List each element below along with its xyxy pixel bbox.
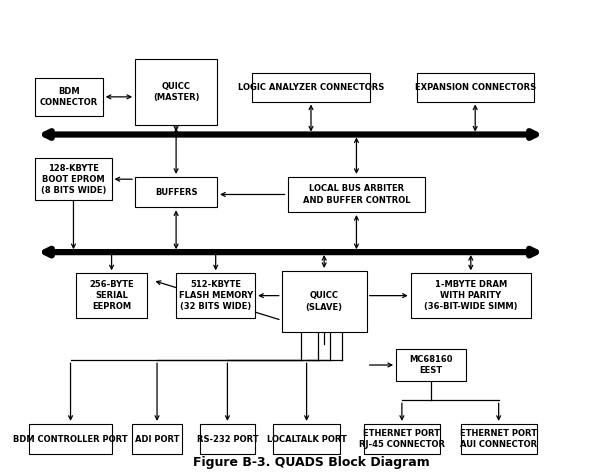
FancyBboxPatch shape <box>364 424 440 455</box>
FancyBboxPatch shape <box>396 348 466 381</box>
Text: QUICC
(SLAVE): QUICC (SLAVE) <box>306 291 343 312</box>
FancyBboxPatch shape <box>253 73 370 101</box>
Text: LOCALTALK PORT: LOCALTALK PORT <box>266 435 347 444</box>
FancyBboxPatch shape <box>30 424 112 455</box>
Text: BDM
CONNECTOR: BDM CONNECTOR <box>40 87 98 107</box>
Text: Figure B-3. QUADS Block Diagram: Figure B-3. QUADS Block Diagram <box>192 456 429 469</box>
FancyBboxPatch shape <box>461 424 537 455</box>
FancyBboxPatch shape <box>76 273 147 318</box>
Text: 128-KBYTE
BOOT EPROM
(8 BITS WIDE): 128-KBYTE BOOT EPROM (8 BITS WIDE) <box>41 164 106 195</box>
Text: BUFFERS: BUFFERS <box>155 188 197 197</box>
Text: 256-BYTE
SERIAL
EEPROM: 256-BYTE SERIAL EEPROM <box>89 280 134 311</box>
FancyBboxPatch shape <box>135 59 217 125</box>
FancyBboxPatch shape <box>176 273 256 318</box>
Text: ADI PORT: ADI PORT <box>135 435 179 444</box>
FancyBboxPatch shape <box>132 424 182 455</box>
Text: MC68160
EEST: MC68160 EEST <box>410 355 453 375</box>
FancyBboxPatch shape <box>273 424 341 455</box>
FancyBboxPatch shape <box>135 177 217 208</box>
FancyBboxPatch shape <box>200 424 256 455</box>
FancyBboxPatch shape <box>288 177 426 212</box>
FancyBboxPatch shape <box>282 271 367 332</box>
Text: BDM CONTROLLER PORT: BDM CONTROLLER PORT <box>13 435 128 444</box>
Text: 1-MBYTE DRAM
WITH PARITY
(36-BIT-WIDE SIMM): 1-MBYTE DRAM WITH PARITY (36-BIT-WIDE SI… <box>424 280 518 311</box>
Text: RS-232 PORT: RS-232 PORT <box>197 435 258 444</box>
Text: 512-KBYTE
FLASH MEMORY
(32 BITS WIDE): 512-KBYTE FLASH MEMORY (32 BITS WIDE) <box>178 280 253 311</box>
Text: LOCAL BUS ARBITER
AND BUFFER CONTROL: LOCAL BUS ARBITER AND BUFFER CONTROL <box>303 184 410 205</box>
Text: QUICC
(MASTER): QUICC (MASTER) <box>153 82 199 102</box>
Text: ETHERNET PORT
AUI CONNECTOR: ETHERNET PORT AUI CONNECTOR <box>460 429 537 449</box>
Text: LOGIC ANALYZER CONNECTORS: LOGIC ANALYZER CONNECTORS <box>238 83 384 92</box>
FancyBboxPatch shape <box>416 73 534 101</box>
FancyBboxPatch shape <box>35 158 112 200</box>
FancyBboxPatch shape <box>411 273 531 318</box>
Text: ETHERNET PORT
RJ-45 CONNECTOR: ETHERNET PORT RJ-45 CONNECTOR <box>359 429 445 449</box>
FancyBboxPatch shape <box>35 78 103 116</box>
Text: EXPANSION CONNECTORS: EXPANSION CONNECTORS <box>415 83 536 92</box>
